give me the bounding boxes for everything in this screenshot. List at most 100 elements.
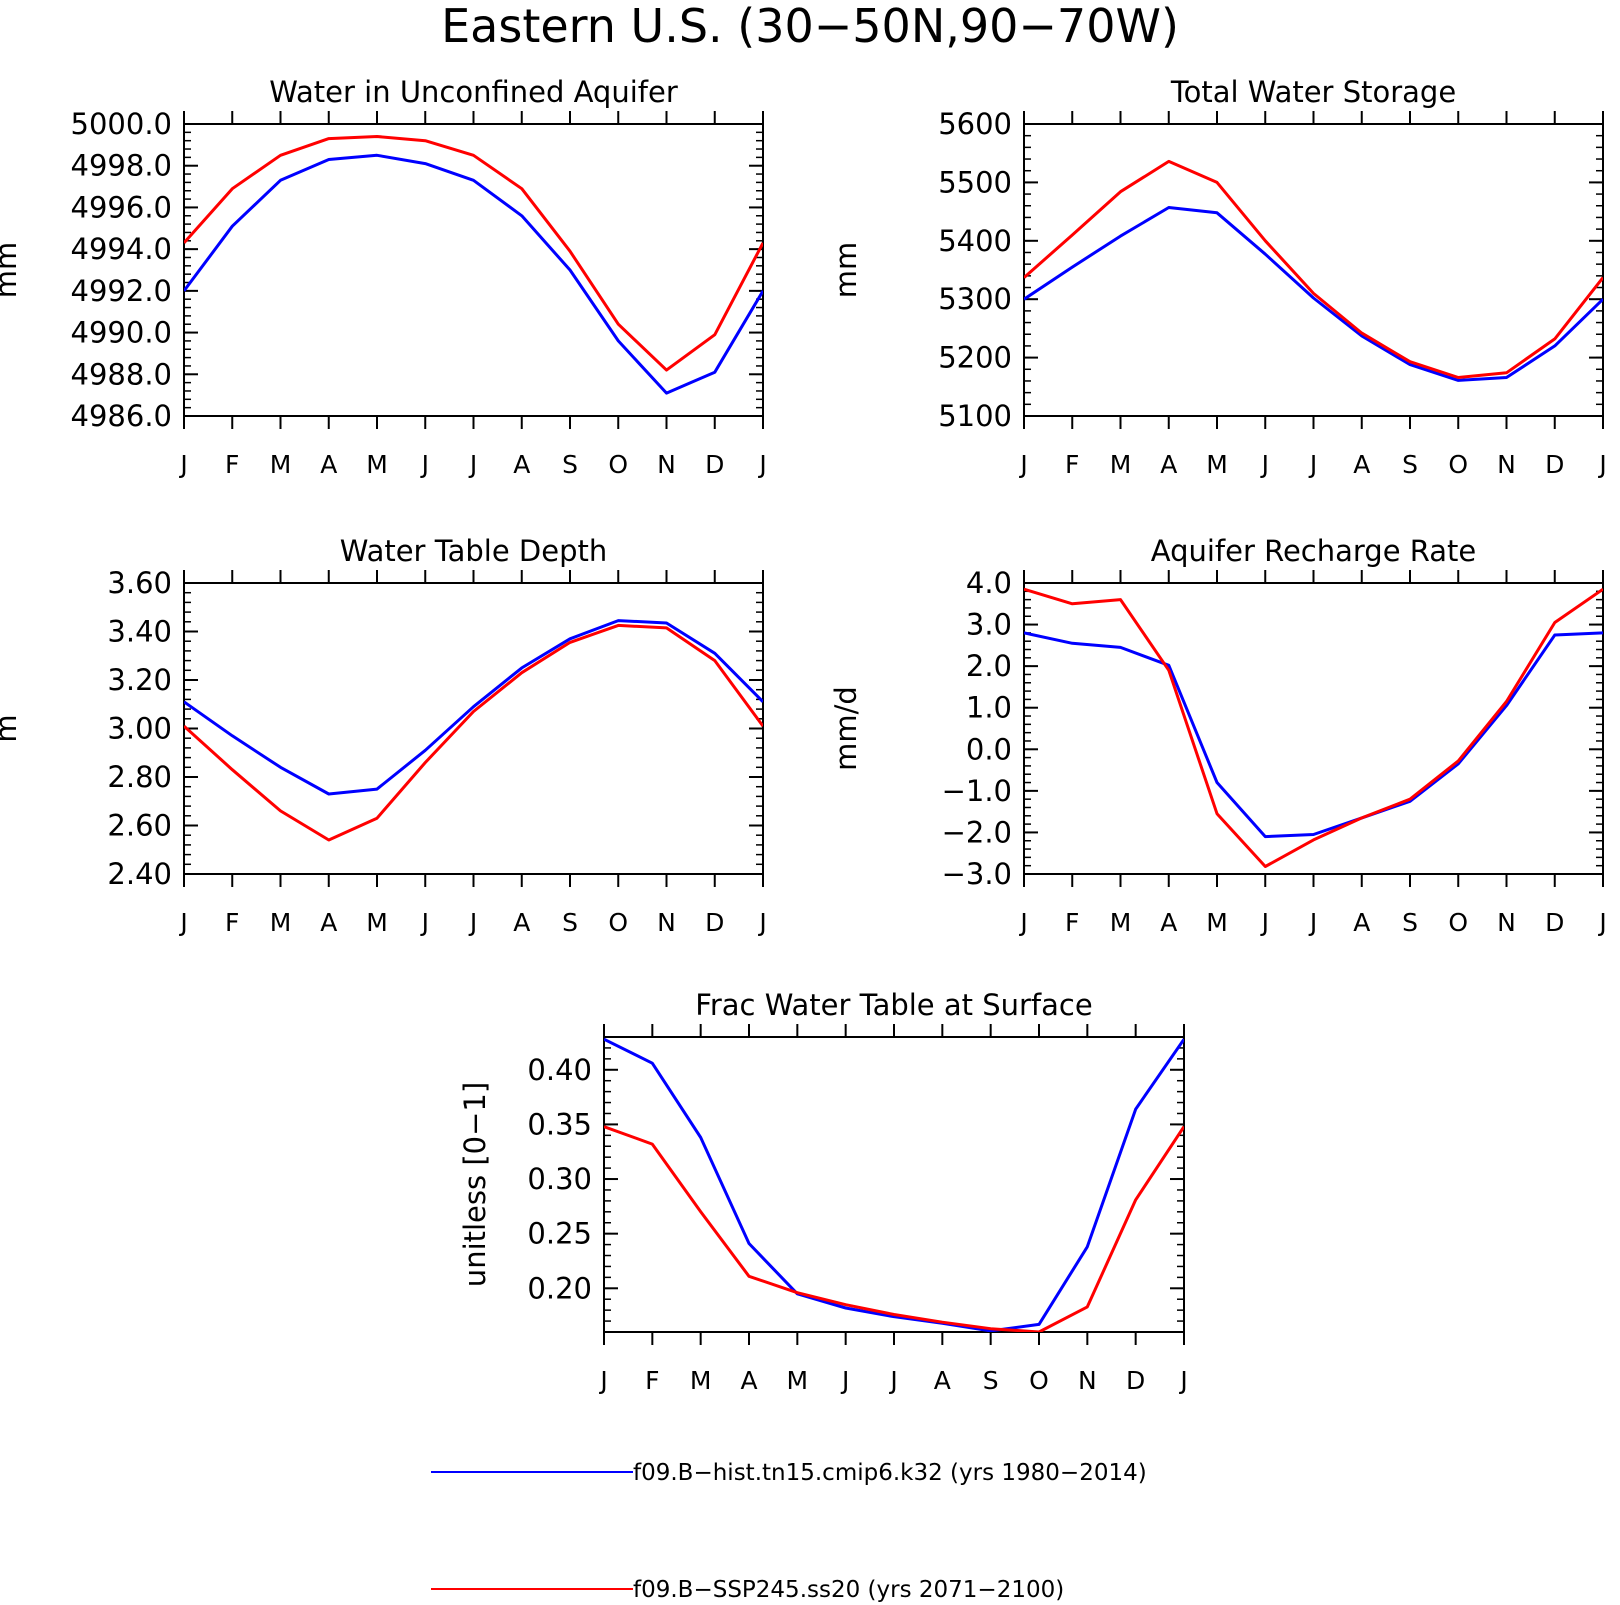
legend-item-ssp245: f09.B−SSP245.ss20 (yrs 2071−2100) [431, 1577, 1064, 1603]
y-tick-label-6: −2.0 [942, 815, 1012, 849]
panel-total-water-storage: J F M A M J J A S O N D J560055005400530052005100Tot… [829, 75, 1607, 479]
series-line-0 [1024, 206, 1603, 382]
x-tick-label-1: F [225, 908, 239, 937]
x-tick-label-8: S [1402, 908, 1418, 937]
y-tick-label-3: 4994.0 [71, 232, 172, 266]
x-tick-label-0: J [1018, 908, 1027, 937]
series-line-1 [604, 1125, 1184, 1332]
x-tick-label-0: J [598, 1366, 607, 1395]
x-tick-label-12: J [1597, 908, 1606, 937]
x-tick-label-6: J [1308, 908, 1317, 937]
y-axis-label: unitless [0−1] [458, 1082, 492, 1287]
x-tick-label-11: D [705, 450, 724, 479]
x-tick-label-0: J [178, 908, 187, 937]
series-line-0 [604, 1037, 1184, 1332]
x-tick-label-10: N [1497, 450, 1516, 479]
x-tick-label-11: D [1545, 450, 1564, 479]
series-line-1 [184, 135, 763, 372]
y-tick-label-4: 0.0 [966, 732, 1012, 766]
y-axis-label: mm [0, 242, 23, 299]
x-tick-label-8: S [983, 1366, 999, 1395]
x-tick-label-3: A [1160, 450, 1177, 479]
y-tick-label-4: 0.20 [527, 1271, 592, 1305]
x-tick-label-7: A [513, 450, 530, 479]
x-tick-label-3: A [740, 1366, 757, 1395]
x-tick-label-0: J [1018, 450, 1027, 479]
x-tick-label-11: D [705, 908, 724, 937]
legend: f09.B−hist.tn15.cmip6.k32 (yrs 1980−2014… [431, 1460, 1147, 1603]
chart-title: Water in Unconfined Aquifer [269, 75, 678, 109]
chart-title: Total Water Storage [1170, 75, 1456, 109]
x-tick-label-3: A [320, 908, 337, 937]
x-tick-label-5: J [840, 1366, 849, 1395]
x-tick-label-1: F [225, 450, 239, 479]
y-tick-label-5: 2.60 [107, 809, 172, 843]
y-tick-label-0: 3.60 [107, 566, 172, 600]
x-tick-label-4: M [787, 1366, 809, 1395]
series-line-0 [184, 153, 763, 395]
x-tick-label-10: N [657, 450, 676, 479]
y-tick-label-1: 4998.0 [71, 149, 172, 183]
y-tick-label-2: 4996.0 [71, 190, 172, 224]
x-tick-label-2: M [1110, 450, 1132, 479]
x-tick-label-5: J [420, 450, 429, 479]
x-tick-label-8: S [562, 908, 578, 937]
panel-water-in-unconfined-aquifer: J F M A M J J A S O N D J5000.04998.04996.04994.0499… [0, 75, 767, 479]
x-tick-label-2: M [270, 908, 292, 937]
y-axis-label: mm [829, 242, 863, 299]
y-tick-label-3: 3.00 [107, 712, 172, 746]
y-tick-label-0: 0.40 [527, 1053, 592, 1087]
x-tick-label-6: J [468, 908, 477, 937]
x-tick-label-7: A [513, 908, 530, 937]
y-tick-label-4: 2.80 [107, 760, 172, 794]
y-tick-label-2: 5400 [938, 224, 1012, 258]
x-tick-label-4: M [1206, 450, 1228, 479]
y-tick-label-1: 3.0 [966, 608, 1012, 642]
x-tick-label-5: J [1260, 450, 1269, 479]
y-tick-label-2: 0.30 [527, 1162, 592, 1196]
x-tick-label-9: O [1029, 1366, 1049, 1395]
y-tick-label-0: 5000.0 [71, 107, 172, 141]
x-tick-label-11: D [1545, 908, 1564, 937]
x-tick-label-4: M [366, 908, 388, 937]
x-tick-label-1: F [1065, 450, 1079, 479]
x-tick-label-5: J [420, 908, 429, 937]
chart-panels: J F M A M J J A S O N D J5000.04998.04996.04994.0499… [0, 75, 1607, 1395]
x-tick-label-6: J [888, 1366, 897, 1395]
y-tick-label-2: 3.20 [107, 663, 172, 697]
page-title: Eastern U.S. (30−50N,90−70W) [441, 0, 1179, 53]
x-tick-label-4: M [1206, 908, 1228, 937]
y-tick-label-1: 3.40 [107, 615, 172, 649]
y-tick-label-6: 4988.0 [71, 357, 172, 391]
x-tick-label-3: A [320, 450, 337, 479]
y-tick-label-4: 5200 [938, 341, 1012, 375]
x-tick-label-5: J [1260, 908, 1269, 937]
series-line-0 [1024, 631, 1603, 839]
legend-label-ssp245: f09.B−SSP245.ss20 (yrs 2071−2100) [633, 1577, 1064, 1603]
chart-title: Aquifer Recharge Rate [1151, 534, 1477, 568]
y-tick-label-0: 4.0 [966, 566, 1012, 600]
x-tick-label-10: N [1497, 908, 1516, 937]
x-tick-label-2: M [1110, 908, 1132, 937]
x-tick-label-4: M [366, 450, 388, 479]
x-tick-label-3: A [1160, 908, 1177, 937]
y-tick-label-2: 2.0 [966, 649, 1012, 683]
x-tick-label-8: S [562, 450, 578, 479]
plot-frame [183, 582, 764, 875]
y-tick-label-5: 5100 [938, 399, 1012, 433]
panel-aquifer-recharge-rate: J F M A M J J A S O N D J4.03.02.01.00.0−1.0−2.0−3.0… [829, 534, 1607, 937]
legend-item-historical: f09.B−hist.tn15.cmip6.k32 (yrs 1980−2014… [431, 1460, 1147, 1486]
x-tick-label-7: A [1353, 450, 1370, 479]
legend-label-historical: f09.B−hist.tn15.cmip6.k32 (yrs 1980−2014… [633, 1460, 1147, 1486]
x-tick-label-12: J [1178, 1366, 1187, 1395]
y-tick-label-7: 4986.0 [71, 399, 172, 433]
x-tick-label-12: J [757, 450, 766, 479]
x-tick-label-10: N [1078, 1366, 1097, 1395]
x-tick-label-2: M [270, 450, 292, 479]
y-tick-label-4: 4992.0 [71, 274, 172, 308]
x-tick-label-12: J [757, 908, 766, 937]
panel-water-table-depth: J F M A M J J A S O N D J3.603.403.203.002.802.602.4… [0, 534, 767, 937]
x-tick-label-2: M [690, 1366, 712, 1395]
